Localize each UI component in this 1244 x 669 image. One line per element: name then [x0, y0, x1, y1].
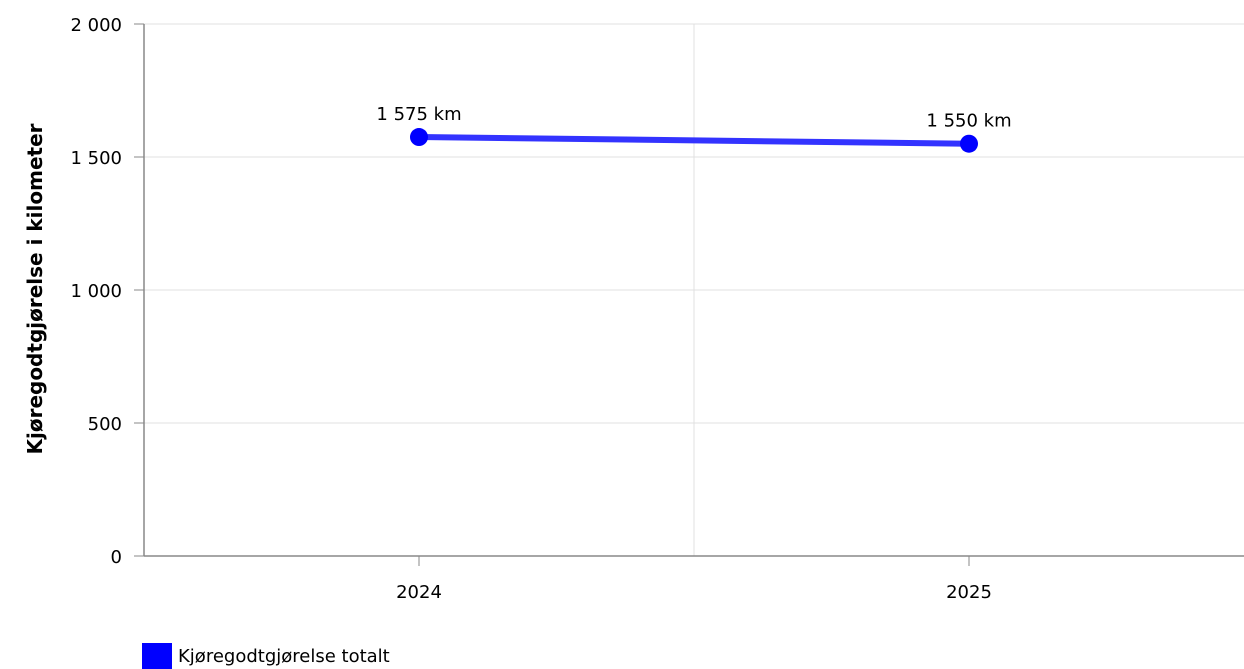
series-line — [416, 134, 972, 147]
data-labels: 1 575 km 1 550 km — [376, 104, 1011, 132]
y-tick-label: 1 500 — [70, 148, 122, 169]
legend-swatch — [142, 643, 172, 669]
x-tick-label: 2025 — [946, 582, 992, 603]
y-tick-label: 1 000 — [70, 281, 122, 302]
x-tick-label: 2024 — [396, 582, 442, 603]
y-tick-label: 0 — [111, 547, 122, 568]
y-axis-title: Kjøregodtgjørelse i kilometer — [23, 123, 47, 454]
data-point — [960, 134, 978, 153]
data-point — [410, 128, 428, 147]
legend: Kjøregodtgjørelse totalt — [142, 643, 390, 669]
x-axis-ticks: 2024 2025 — [396, 556, 992, 603]
series-layer — [410, 128, 978, 153]
data-label: 1 550 km — [926, 111, 1011, 132]
legend-label: Kjøregodtgjørelse totalt — [178, 645, 390, 667]
data-label: 1 575 km — [376, 104, 461, 125]
y-axis-ticks: 0 500 1 000 1 500 2 000 — [70, 15, 144, 568]
grid-lines — [144, 23, 1244, 556]
y-tick-label: 500 — [88, 414, 122, 435]
y-tick-label: 2 000 — [70, 15, 122, 36]
